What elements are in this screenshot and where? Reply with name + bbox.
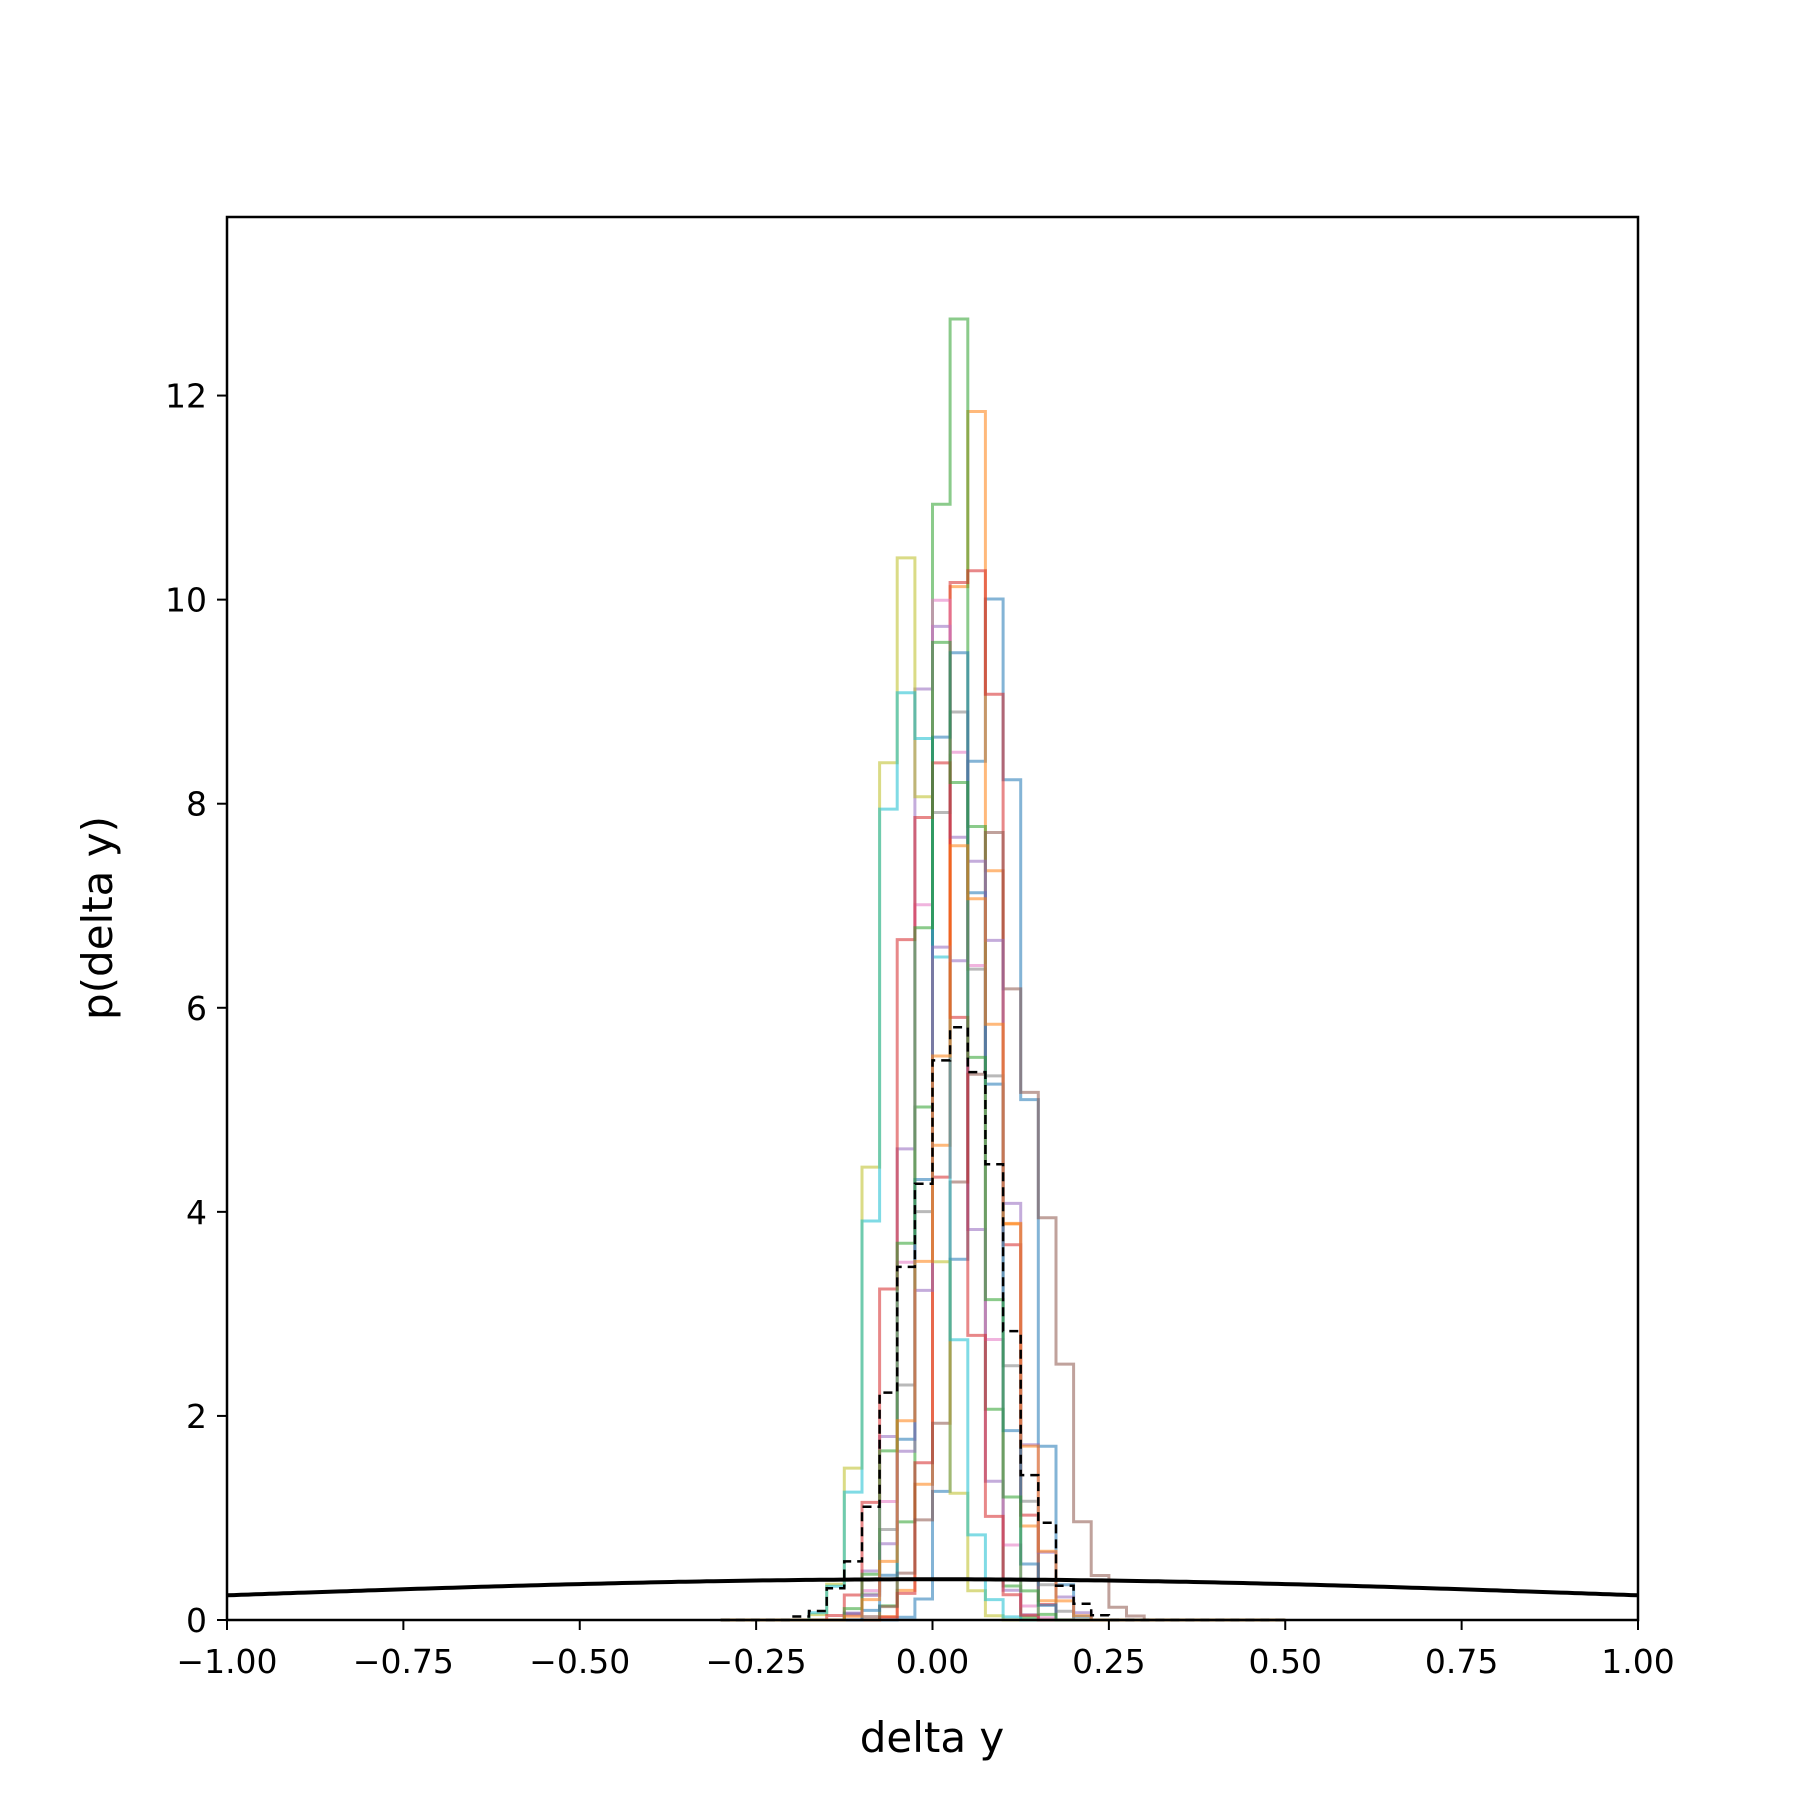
prior-normal-curve <box>226 1577 1639 1598</box>
x-axis-label: delta y <box>860 1713 1005 1762</box>
axis-ticks: −1.00 −0.75 −0.50 −0.25 0.00 0.25 0.50 0.75 1.00… <box>165 377 1675 1681</box>
y-tick-label: 2 <box>186 1397 207 1436</box>
y-axis-label: p(delta y) <box>73 816 122 1020</box>
x-tick-label: −1.00 <box>176 1642 277 1681</box>
x-tick-label: 0.00 <box>896 1642 969 1681</box>
plot-area <box>226 317 1639 1622</box>
y-tick-label: 10 <box>165 581 207 620</box>
y-tick-label: 4 <box>186 1193 207 1232</box>
x-tick-label: −0.50 <box>529 1642 630 1681</box>
y-tick-label: 8 <box>186 785 207 824</box>
y-tick-label: 0 <box>186 1601 207 1640</box>
x-tick-label: −0.75 <box>353 1642 454 1681</box>
x-tick-label: −0.25 <box>706 1642 807 1681</box>
histogram-series-16 <box>720 1026 1286 1622</box>
x-tick-label: 0.50 <box>1249 1642 1322 1681</box>
y-tick-label: 12 <box>165 377 207 416</box>
x-tick-label: 0.25 <box>1072 1642 1145 1681</box>
y-tick-label: 6 <box>186 989 207 1028</box>
x-tick-label: 1.00 <box>1601 1642 1674 1681</box>
x-tick-label: 0.75 <box>1425 1642 1498 1681</box>
